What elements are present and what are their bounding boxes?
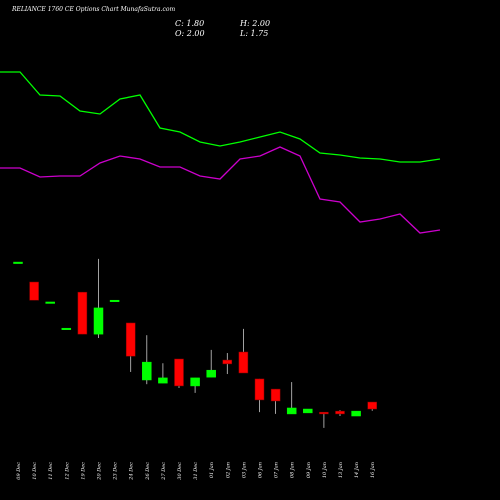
candle-body xyxy=(206,369,216,378)
candle-body xyxy=(93,307,104,335)
candle-body xyxy=(319,411,329,415)
stat-low: L: 1.75 xyxy=(239,29,268,38)
x-tick-label: 20 Dec xyxy=(97,462,103,481)
x-tick-label: 31 Dec xyxy=(193,462,199,480)
x-tick-label: 09 Dec xyxy=(16,462,22,480)
x-tick-label: 13 Jan xyxy=(338,462,344,478)
x-tick-label: 19 Dec xyxy=(80,462,86,480)
candle-body xyxy=(13,261,23,264)
candle-body xyxy=(142,361,152,381)
line xyxy=(0,71,441,163)
stat-high: H: 2.00 xyxy=(239,19,270,28)
x-tick-label: 02 Jan xyxy=(225,462,231,478)
x-tick-label: 14 Jan xyxy=(354,462,360,478)
x-tick-label: 09 Jan xyxy=(306,462,312,478)
candle-body xyxy=(158,377,168,384)
x-tick-label: 01 Jan xyxy=(209,462,215,478)
x-tick-label: 12 Dec xyxy=(64,462,70,480)
candle-body xyxy=(190,377,200,387)
candle-body xyxy=(29,281,39,301)
x-tick-label: 08 Jan xyxy=(290,462,296,478)
x-tick-label: 11 Dec xyxy=(48,462,54,480)
candle-body xyxy=(286,407,297,415)
chart-title: RELIANCE 1760 CE Options Chart MunafaSut… xyxy=(11,6,175,13)
stat-close: C: 1.80 xyxy=(175,19,204,28)
candle-body xyxy=(45,301,55,304)
candle-body xyxy=(335,410,345,415)
x-tick-label: 10 Jan xyxy=(322,462,328,478)
candle-body xyxy=(222,359,233,365)
x-tick-label: 23 Dec xyxy=(113,462,119,481)
x-tick-label: 03 Jan xyxy=(241,462,247,478)
candle-body xyxy=(270,388,281,402)
x-tick-label: 30 Dec xyxy=(177,462,183,480)
candle-body xyxy=(238,351,249,374)
x-tick-label: 26 Dec xyxy=(145,462,151,481)
stat-open: O: 2.00 xyxy=(175,29,205,38)
candle-body xyxy=(109,299,120,302)
candle-body xyxy=(303,408,313,414)
candle-body xyxy=(77,291,88,335)
x-tick-label: 24 Dec xyxy=(129,462,135,481)
candle-body xyxy=(125,322,136,357)
x-tick-label: 10 Dec xyxy=(32,462,38,480)
candle-body xyxy=(174,358,184,387)
x-tick-label: 06 Jan xyxy=(258,462,264,478)
x-tick-label: 27 Dec xyxy=(161,462,167,481)
x-tick-label: 16 Jan xyxy=(370,462,376,478)
x-tick-label: 07 Jan xyxy=(274,462,280,478)
candle-body xyxy=(254,378,265,401)
candle-body xyxy=(351,410,361,417)
candle-body xyxy=(61,327,72,330)
candle-body xyxy=(367,401,377,410)
line xyxy=(0,146,441,234)
